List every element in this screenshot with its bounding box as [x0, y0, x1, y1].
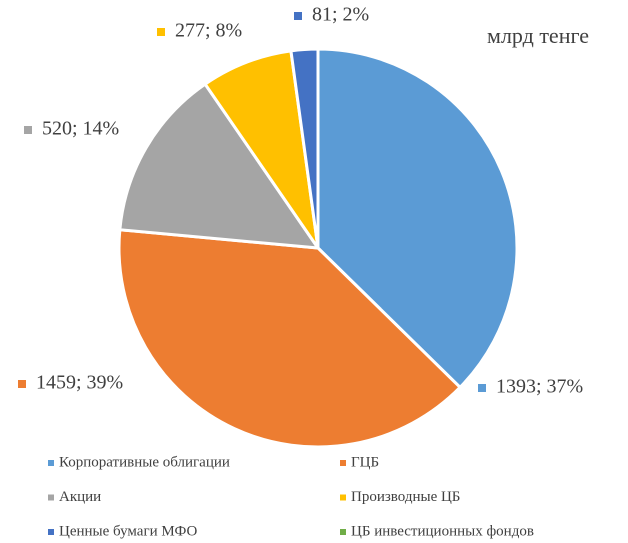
legend-key [340, 494, 346, 501]
pie-slice [117, 228, 463, 449]
label-key [157, 28, 165, 36]
legend-label: Ценные бумаги МФО [59, 523, 198, 539]
legend-key [340, 460, 346, 466]
legend-label: Производные ЦБ [351, 489, 460, 505]
legend-label: ЦБ инвестиционных фондов [351, 523, 534, 539]
data-label: 81; 2% [312, 4, 369, 26]
legend-key [48, 529, 54, 535]
legend-key [48, 460, 54, 466]
data-label: 277; 8% [175, 20, 242, 42]
pie-slice [316, 47, 519, 390]
legend-key [48, 494, 54, 501]
data-label: 1393; 37% [496, 376, 583, 398]
legend-label: Корпоративные облигации [59, 454, 230, 470]
label-key [294, 12, 302, 20]
label-key [478, 384, 486, 392]
pie-slice [118, 82, 322, 250]
legend-label: Акции [59, 489, 101, 505]
legend-key [340, 529, 346, 535]
data-label: 1459; 39% [36, 372, 123, 394]
data-label: 520; 14% [42, 118, 119, 140]
label-key [24, 126, 32, 134]
legend-label: ГЦБ [351, 454, 379, 470]
label-key [18, 380, 26, 388]
chart-subtitle: млрд тенге [487, 23, 589, 48]
